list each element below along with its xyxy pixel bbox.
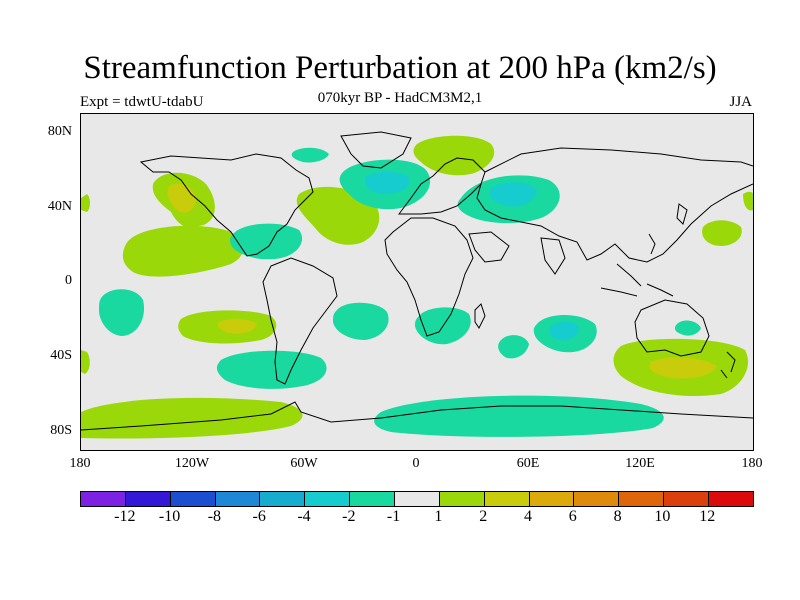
- x-tick: 0: [412, 456, 420, 471]
- coastline: [81, 401, 753, 431]
- colorbar-label: 6: [568, 508, 577, 525]
- colorbar-swatch: [215, 492, 261, 506]
- colorbar-swatch: [619, 492, 665, 506]
- colorbar-swatch: [305, 492, 351, 506]
- colorbar-swatch: [125, 492, 171, 506]
- season-label: JJA: [729, 94, 752, 110]
- y-tick: 80N: [47, 124, 72, 139]
- colorbar-swatch: [709, 492, 753, 506]
- coastline: [474, 303, 486, 329]
- colorbar-label: -2: [342, 508, 356, 525]
- coastline: [139, 153, 314, 257]
- colorbar-swatch: [395, 492, 440, 506]
- anomaly-region: [81, 350, 90, 374]
- x-tick: 60E: [516, 456, 540, 471]
- anomaly-region: [374, 395, 664, 437]
- coastline: [540, 237, 566, 275]
- anomaly-region: [122, 225, 244, 277]
- experiment-label: Expt = tdwtU-tdabU: [80, 94, 204, 110]
- anomaly-region: [364, 171, 410, 194]
- map-panel: [80, 113, 754, 451]
- y-tick: 80S: [50, 423, 72, 438]
- colorbar-label: -8: [207, 508, 222, 525]
- anomaly-region: [291, 147, 329, 163]
- x-tick: 60W: [290, 456, 318, 471]
- colorbar-label: 1: [434, 508, 443, 525]
- anomaly-region: [549, 321, 579, 341]
- anomaly-region: [702, 220, 742, 246]
- y-tick: 40N: [47, 199, 72, 214]
- colorbar-label: -1: [386, 508, 401, 525]
- anomaly-region: [81, 397, 303, 439]
- colorbar-swatch: [81, 492, 126, 506]
- coastline: [340, 131, 412, 169]
- y-tick: 40S: [50, 348, 72, 363]
- map-subtitle: 070kyr BP - HadCM3M2,1: [317, 90, 483, 106]
- anomaly-region: [333, 302, 389, 340]
- map-title: Streamfunction Perturbation at 200 hPa (…: [83, 50, 717, 86]
- coastline: [398, 157, 486, 215]
- anomaly-region: [413, 135, 495, 176]
- x-tick: 120E: [625, 456, 655, 471]
- colorbar-label: -10: [158, 508, 181, 525]
- colorbar-label: -12: [114, 508, 136, 525]
- coastline: [720, 351, 736, 379]
- colorbar-swatch: [574, 492, 620, 506]
- anomaly-region: [217, 318, 257, 334]
- anomaly-region: [81, 194, 90, 212]
- anomaly-region: [216, 350, 327, 389]
- map-svg: [81, 131, 753, 439]
- colorbar-label: 10: [654, 508, 671, 525]
- colorbar: [80, 491, 754, 507]
- coastline: [468, 231, 510, 263]
- anomaly-region: [649, 357, 717, 379]
- coastline: [634, 299, 710, 357]
- x-tick: 180: [69, 456, 91, 471]
- colorbar-swatch: [484, 492, 530, 506]
- coastline: [600, 263, 674, 297]
- colorbar-swatch: [260, 492, 306, 506]
- colorbar-swatch: [439, 492, 485, 506]
- colorbar-label: -4: [297, 508, 311, 525]
- colorbar-label: -6: [252, 508, 266, 525]
- coastline: [262, 257, 338, 385]
- colorbar-label: 12: [699, 508, 716, 525]
- y-tick: 0: [65, 273, 72, 288]
- coastline: [476, 147, 753, 263]
- colorbar-swatch: [350, 492, 396, 506]
- anomaly-region: [99, 289, 145, 336]
- anomaly-region: [498, 335, 529, 359]
- coastline: [676, 203, 688, 225]
- x-tick: 180: [741, 456, 763, 471]
- anomaly-region: [230, 223, 303, 260]
- colorbar-label: 8: [613, 508, 622, 525]
- anomaly-region: [489, 182, 537, 207]
- coastline: [648, 233, 656, 255]
- coastline: [384, 217, 474, 337]
- colorbar-swatch: [664, 492, 710, 506]
- colorbar-swatch: [170, 492, 216, 506]
- x-tick: 120W: [174, 456, 210, 471]
- anomaly-region: [743, 191, 753, 211]
- coastlines: [81, 131, 753, 431]
- colorbar-label: 4: [524, 508, 532, 525]
- positive-anomaly-regions: [81, 135, 753, 439]
- colorbar-label: 2: [479, 508, 488, 525]
- colorbar-swatch: [529, 492, 575, 506]
- anomaly-region: [674, 320, 701, 336]
